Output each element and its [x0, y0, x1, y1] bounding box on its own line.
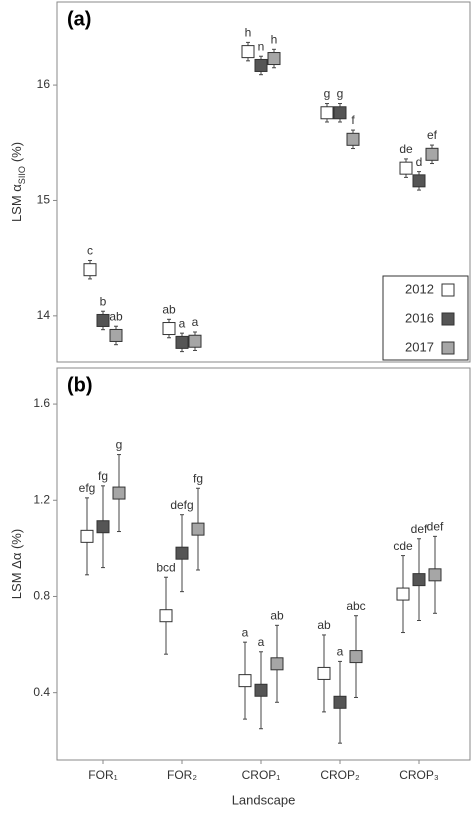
- y-tick-label: 0.8: [33, 589, 50, 603]
- significance-label: a: [192, 315, 199, 329]
- y-tick-label: 1.2: [33, 492, 50, 506]
- significance-label: cde: [393, 539, 413, 553]
- y-axis-label: LSM Δα (%): [9, 529, 24, 599]
- marker: [399, 161, 413, 175]
- significance-label: ef: [427, 128, 438, 142]
- y-tick-label: 15: [37, 193, 51, 207]
- x-tick-label: FOR₁: [88, 768, 117, 782]
- panel-label: (a): [67, 8, 91, 30]
- significance-label: d: [416, 155, 423, 169]
- significance-label: fg: [193, 471, 203, 485]
- x-axis-label: Landscape: [232, 792, 296, 807]
- marker: [425, 147, 439, 161]
- x-tick-label: CROP₂: [320, 768, 360, 782]
- marker: [333, 695, 347, 709]
- marker: [333, 106, 347, 120]
- significance-label: ab: [109, 309, 123, 323]
- significance-label: abc: [346, 599, 365, 613]
- panel-frame: [56, 367, 471, 761]
- marker: [412, 174, 426, 188]
- marker: [267, 52, 281, 66]
- significance-label: ab: [317, 618, 331, 632]
- legend-swatch: [441, 312, 455, 326]
- significance-label: fg: [98, 469, 108, 483]
- marker: [412, 573, 426, 587]
- legend-label: 2012: [405, 281, 434, 296]
- y-axis-label-part: LSM Δα (%): [9, 529, 24, 599]
- marker: [254, 58, 268, 72]
- significance-label: a: [258, 635, 265, 649]
- significance-label: de: [399, 142, 413, 156]
- significance-label: def: [411, 522, 428, 536]
- marker: [238, 674, 252, 688]
- significance-label: bcd: [156, 560, 175, 574]
- significance-label: n: [258, 39, 265, 53]
- significance-label: a: [242, 625, 249, 639]
- y-tick-label: 14: [37, 308, 51, 322]
- significance-label: ab: [162, 302, 176, 316]
- x-tick-label: CROP₁: [242, 768, 281, 782]
- significance-label: def: [427, 520, 444, 534]
- significance-label: g: [337, 87, 344, 101]
- significance-label: f: [351, 113, 355, 127]
- significance-label: a: [337, 645, 344, 659]
- marker: [241, 45, 255, 59]
- legend-label: 2016: [405, 310, 434, 325]
- marker: [109, 328, 123, 342]
- significance-label: h: [245, 26, 252, 40]
- significance-label: h: [271, 32, 278, 46]
- marker: [428, 568, 442, 582]
- marker: [188, 334, 202, 348]
- panel-label: (b): [67, 374, 93, 396]
- marker: [320, 106, 334, 120]
- marker: [80, 529, 94, 543]
- significance-label: defg: [170, 498, 193, 512]
- significance-label: efg: [79, 481, 96, 495]
- y-tick-label: 0.4: [33, 685, 50, 699]
- y-tick-label: 1.6: [33, 396, 50, 410]
- marker: [96, 520, 110, 534]
- marker: [254, 683, 268, 697]
- significance-label: ab: [270, 608, 284, 622]
- marker: [175, 335, 189, 349]
- significance-label: b: [100, 294, 107, 308]
- legend-swatch: [441, 341, 455, 355]
- significance-label: c: [87, 244, 93, 258]
- y-axis-label-part: SIIO: [17, 166, 27, 184]
- marker: [317, 666, 331, 680]
- marker: [346, 132, 360, 146]
- x-tick-label: FOR₂: [167, 768, 197, 782]
- y-axis-label: LSM αSIIO (%): [9, 142, 27, 222]
- significance-label: g: [324, 87, 331, 101]
- marker: [96, 313, 110, 327]
- y-tick-label: 16: [37, 77, 51, 91]
- marker: [396, 587, 410, 601]
- panel-frame: [56, 1, 471, 363]
- legend-swatch: [441, 283, 455, 297]
- marker: [191, 522, 205, 536]
- y-axis-label-part: LSM α: [9, 184, 24, 222]
- significance-label: g: [116, 438, 123, 452]
- y-axis-label-part: (%): [9, 142, 24, 162]
- marker: [270, 657, 284, 671]
- marker: [175, 546, 189, 560]
- marker: [162, 322, 176, 336]
- marker: [83, 263, 97, 277]
- significance-label: a: [179, 316, 186, 330]
- marker: [112, 486, 126, 500]
- marker: [159, 609, 173, 623]
- marker: [349, 650, 363, 664]
- x-tick-label: CROP₃: [399, 768, 439, 782]
- legend-label: 2017: [405, 339, 434, 354]
